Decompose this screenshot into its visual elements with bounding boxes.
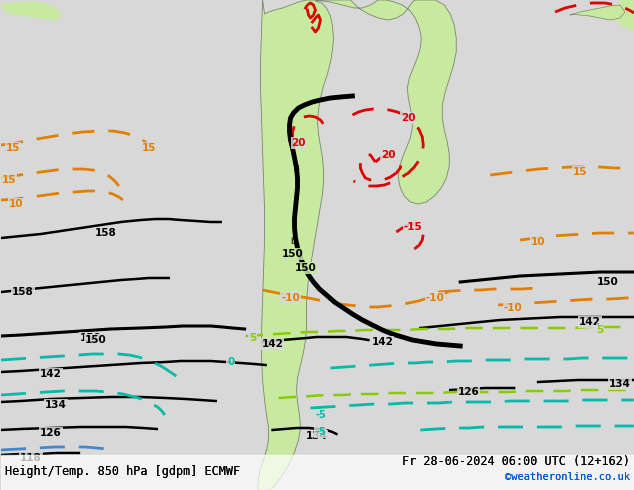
Polygon shape — [1, 2, 61, 20]
Text: 5: 5 — [597, 325, 604, 335]
Text: 150: 150 — [281, 249, 304, 259]
Text: 158: 158 — [95, 228, 117, 238]
Text: 142: 142 — [579, 317, 601, 327]
Text: 20: 20 — [401, 113, 415, 123]
Text: 0: 0 — [227, 357, 234, 367]
Text: 142: 142 — [262, 339, 283, 349]
Text: 15: 15 — [141, 143, 156, 153]
Text: -10: -10 — [426, 293, 444, 303]
Text: 20: 20 — [291, 138, 306, 148]
Text: 134: 134 — [609, 379, 631, 389]
Polygon shape — [615, 0, 634, 30]
Text: ©weatheronline.co.uk: ©weatheronline.co.uk — [505, 472, 630, 482]
Text: 10: 10 — [531, 237, 545, 247]
Text: Height/Temp. 850 hPa [gdpm] ECMWF: Height/Temp. 850 hPa [gdpm] ECMWF — [5, 465, 240, 478]
Text: 15: 15 — [6, 143, 20, 153]
Polygon shape — [570, 5, 625, 20]
Text: 150: 150 — [80, 333, 102, 343]
Text: -10: -10 — [281, 293, 300, 303]
Text: 126: 126 — [457, 387, 479, 397]
Text: Fr 28-06-2024 06:00 UTC (12+162): Fr 28-06-2024 06:00 UTC (12+162) — [402, 455, 630, 468]
Text: 126: 126 — [40, 428, 62, 438]
Text: 134: 134 — [45, 400, 67, 410]
Text: -10: -10 — [504, 303, 522, 313]
Text: Fr 28-06-2024 06:00 UTC (12+162): Fr 28-06-2024 06:00 UTC (12+162) — [402, 455, 630, 468]
Text: -15: -15 — [404, 222, 423, 232]
Text: 20: 20 — [381, 150, 396, 160]
Text: 15: 15 — [573, 167, 587, 177]
Text: -5: -5 — [315, 410, 326, 420]
Text: ©weatheronline.co.uk: ©weatheronline.co.uk — [505, 472, 630, 482]
Text: 15: 15 — [2, 175, 16, 185]
Text: Height/Temp. 850 hPa [gdpm] ECMWF: Height/Temp. 850 hPa [gdpm] ECMWF — [5, 465, 240, 478]
Text: -5: -5 — [315, 427, 326, 437]
Text: 158: 158 — [12, 287, 34, 297]
Text: 142: 142 — [40, 369, 62, 379]
Text: 10: 10 — [9, 199, 23, 209]
Text: 118: 118 — [20, 453, 42, 463]
Text: 150: 150 — [85, 335, 107, 345]
Text: b: b — [290, 238, 295, 246]
Text: 150: 150 — [295, 263, 316, 273]
Text: 5: 5 — [249, 333, 256, 343]
Text: 134: 134 — [306, 431, 327, 441]
Bar — [1, 455, 634, 490]
Polygon shape — [257, 0, 456, 490]
Text: 150: 150 — [597, 277, 619, 287]
Text: 142: 142 — [372, 337, 393, 347]
